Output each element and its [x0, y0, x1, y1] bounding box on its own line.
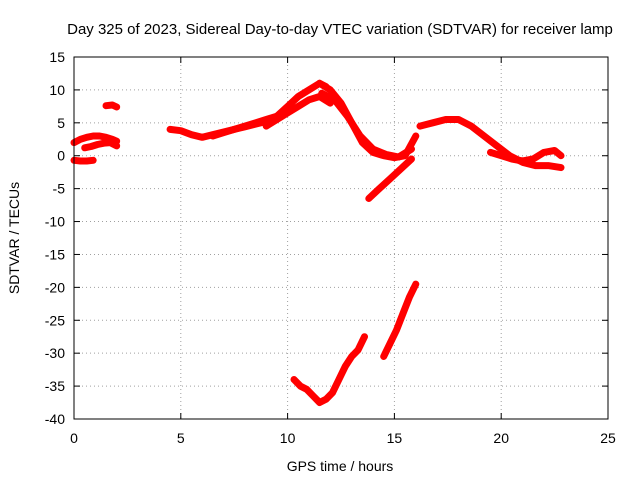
y-tick-label: -20	[45, 279, 65, 295]
y-tick-label: -10	[45, 214, 65, 230]
x-tick-label: 25	[600, 430, 616, 446]
x-tick-label: 10	[280, 430, 296, 446]
series-track-11	[416, 116, 565, 172]
series-track-7	[262, 93, 334, 130]
y-tick-label: -15	[45, 246, 65, 262]
grid	[74, 57, 608, 419]
plot-frame	[73, 56, 609, 420]
series-track-1	[70, 156, 97, 165]
x-axis-label: GPS time / hours	[287, 458, 394, 474]
y-tick-label: -30	[45, 345, 65, 361]
series-track-12	[487, 147, 565, 165]
y-tick-label: 5	[57, 115, 65, 131]
x-tick-label: 20	[493, 430, 509, 446]
y-tick-label: -25	[45, 312, 65, 328]
series-layer	[70, 79, 565, 406]
y-tick-label: -40	[45, 411, 65, 427]
y-tick-label: 10	[49, 82, 65, 98]
y-tick-label: -35	[45, 378, 65, 394]
y-tick-label: -5	[53, 181, 66, 197]
ticks	[73, 56, 609, 420]
x-tick-label: 0	[70, 430, 78, 446]
y-tick-label: 15	[49, 49, 65, 65]
tick-labels: 0 5 10 15 20 25 15 10 5 0 -5 -10 -15 -20 -25 -30 -35 -40	[45, 49, 616, 446]
series-track-14	[380, 280, 420, 360]
x-tick-label: 15	[387, 430, 403, 446]
series-track-13	[290, 333, 368, 406]
series-track-2	[70, 132, 121, 147]
series-track-10	[365, 155, 415, 202]
series-track-3	[81, 139, 121, 152]
series-track-5	[166, 79, 330, 141]
chart-title: Day 325 of 2023, Sidereal Day-to-day VTE…	[67, 21, 613, 38]
series-track-9	[318, 89, 415, 161]
y-tick-label: 0	[57, 148, 65, 164]
series-track-6	[209, 112, 281, 140]
y-axis-label: SDTVAR / TECUs	[6, 182, 22, 294]
x-tick-label: 5	[177, 430, 185, 446]
series-track-4	[102, 101, 121, 111]
